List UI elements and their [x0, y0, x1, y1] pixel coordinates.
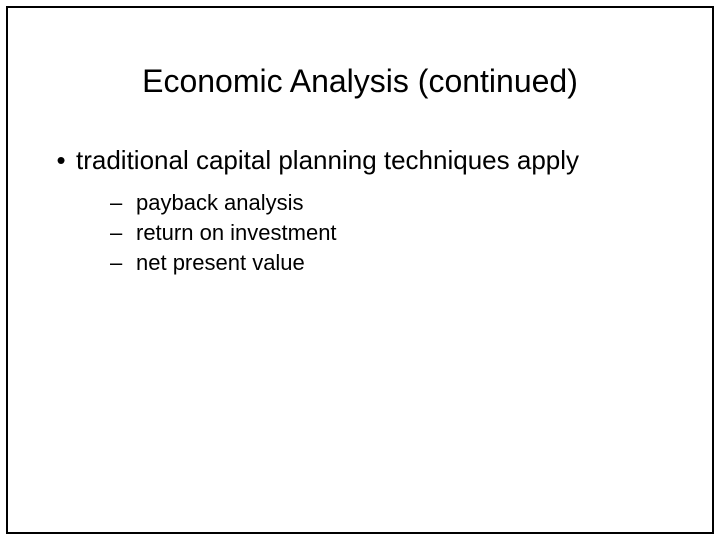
bullet-level2: – net present value — [106, 250, 712, 276]
dash-marker-icon: – — [106, 250, 136, 276]
bullet-level2-group: – payback analysis – return on investmen… — [46, 190, 712, 276]
slide-frame: Economic Analysis (continued) • traditio… — [6, 6, 714, 534]
dash-marker-icon: – — [106, 220, 136, 246]
bullet-level2-text: payback analysis — [136, 190, 304, 216]
bullet-level1: • traditional capital planning technique… — [46, 145, 712, 176]
bullet-level2-text: net present value — [136, 250, 305, 276]
slide-content: • traditional capital planning technique… — [8, 145, 712, 276]
bullet-level2-text: return on investment — [136, 220, 337, 246]
bullet-marker-icon: • — [46, 145, 76, 176]
bullet-level2: – return on investment — [106, 220, 712, 246]
bullet-level2: – payback analysis — [106, 190, 712, 216]
dash-marker-icon: – — [106, 190, 136, 216]
slide-title: Economic Analysis (continued) — [8, 63, 712, 100]
bullet-level1-text: traditional capital planning techniques … — [76, 145, 579, 176]
